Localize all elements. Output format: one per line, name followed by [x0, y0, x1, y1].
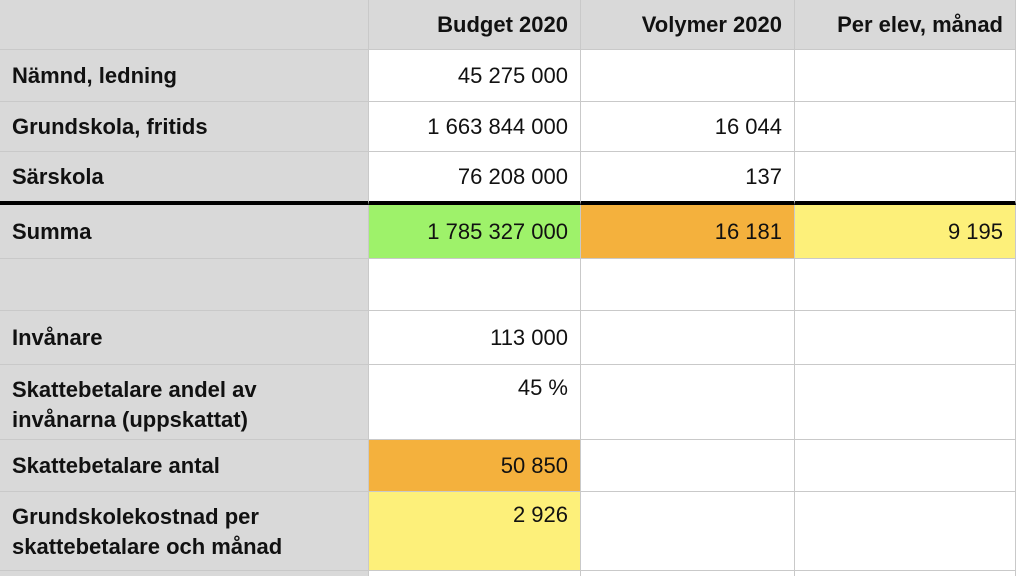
cell-per-elev-skattebetalare-andel[interactable] [795, 365, 1016, 440]
cell-budget-invanare[interactable]: 113 000 [369, 311, 581, 365]
header-per-elev-manad[interactable]: Per elev, månad [795, 0, 1016, 50]
cell-per-elev-sarskola[interactable] [795, 152, 1016, 205]
cell-per-elev-namnd-ledning[interactable] [795, 50, 1016, 102]
cell-volymer-skattebetalare-antal[interactable] [581, 440, 795, 492]
row-label-next-partial[interactable] [0, 571, 369, 576]
cell-per-elev-grundskola-fritids[interactable] [795, 102, 1016, 152]
row-label-invanare[interactable]: Invånare [0, 311, 369, 365]
cell-volymer-empty[interactable] [581, 259, 795, 311]
row-label-grundskolekostnad[interactable]: Grundskolekostnad per skattebetalare och… [0, 492, 369, 571]
cell-budget-skattebetalare-antal[interactable]: 50 850 [369, 440, 581, 492]
header-budget-2020[interactable]: Budget 2020 [369, 0, 581, 50]
cell-budget-sarskola[interactable]: 76 208 000 [369, 152, 581, 205]
cell-per-elev-invanare[interactable] [795, 311, 1016, 365]
cell-next-partial-3[interactable] [795, 571, 1016, 576]
row-label-sarskola[interactable]: Särskola [0, 152, 369, 205]
cell-budget-grundskola-fritids[interactable]: 1 663 844 000 [369, 102, 581, 152]
cell-per-elev-grundskolekostnad[interactable] [795, 492, 1016, 571]
cell-per-elev-skattebetalare-antal[interactable] [795, 440, 1016, 492]
cell-volymer-invanare[interactable] [581, 311, 795, 365]
row-label-skattebetalare-antal[interactable]: Skattebetalare antal [0, 440, 369, 492]
cell-volymer-skattebetalare-andel[interactable] [581, 365, 795, 440]
cell-budget-skattebetalare-andel[interactable]: 45 % [369, 365, 581, 440]
cell-volymer-grundskolekostnad[interactable] [581, 492, 795, 571]
cell-next-partial-2[interactable] [581, 571, 795, 576]
cell-budget-grundskolekostnad[interactable]: 2 926 [369, 492, 581, 571]
cell-budget-namnd-ledning[interactable]: 45 275 000 [369, 50, 581, 102]
cell-next-partial-1[interactable] [369, 571, 581, 576]
cell-volymer-sarskola[interactable]: 137 [581, 152, 795, 205]
cell-per-elev-empty[interactable] [795, 259, 1016, 311]
row-label-namnd-ledning[interactable]: Nämnd, ledning [0, 50, 369, 102]
header-corner-cell[interactable] [0, 0, 369, 50]
cell-per-elev-summa[interactable]: 9 195 [795, 205, 1016, 259]
row-label-summa[interactable]: Summa [0, 205, 369, 259]
row-label-skattebetalare-andel[interactable]: Skattebetalare andel av invånarna (uppsk… [0, 365, 369, 440]
cell-budget-empty[interactable] [369, 259, 581, 311]
header-volymer-2020[interactable]: Volymer 2020 [581, 0, 795, 50]
row-label-empty[interactable] [0, 259, 369, 311]
row-label-grundskola-fritids[interactable]: Grundskola, fritids [0, 102, 369, 152]
cell-volymer-namnd-ledning[interactable] [581, 50, 795, 102]
cell-volymer-grundskola-fritids[interactable]: 16 044 [581, 102, 795, 152]
cell-volymer-summa[interactable]: 16 181 [581, 205, 795, 259]
cell-budget-summa[interactable]: 1 785 327 000 [369, 205, 581, 259]
